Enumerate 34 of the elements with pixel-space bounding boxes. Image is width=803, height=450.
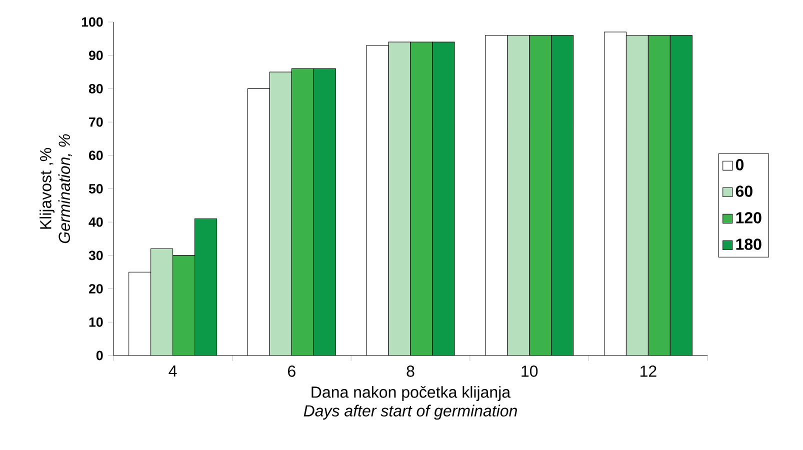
y-tick-label: 60 xyxy=(88,150,103,160)
y-tick-label: 10 xyxy=(89,318,103,328)
bar xyxy=(551,36,574,356)
x-axis-title: Dana nakon početka klijanja xyxy=(312,386,511,402)
bar xyxy=(529,36,552,356)
bar xyxy=(432,42,454,356)
y-tick-label: 20 xyxy=(88,284,103,294)
legend-label: 120 xyxy=(736,212,762,224)
bar xyxy=(670,35,692,356)
x-tick-label: 12 xyxy=(640,366,656,377)
text: Germination, % xyxy=(58,134,72,244)
x-tick-label: 4 xyxy=(168,366,177,377)
y-tick-label: 0 xyxy=(96,350,103,360)
bar xyxy=(648,35,670,356)
legend-label: 0 xyxy=(736,159,744,171)
y-tick-label: 90 xyxy=(88,50,103,60)
y-axis-title: Klijavost ,% xyxy=(40,148,55,230)
text: Days after start of germination xyxy=(304,404,517,420)
bar xyxy=(410,42,432,356)
x-tick-label: 6 xyxy=(288,366,296,378)
bar xyxy=(292,68,314,356)
y-tick-label: 80 xyxy=(88,84,103,94)
y-tick-label: 30 xyxy=(88,250,103,260)
y-tick-label: 70 xyxy=(89,118,103,127)
legend-label: 180 xyxy=(736,238,762,250)
bar xyxy=(172,256,195,356)
bar xyxy=(194,218,217,356)
y-tick-label: 50 xyxy=(88,184,103,194)
x-tick-label: 10 xyxy=(522,366,538,378)
legend-label: 60 xyxy=(736,186,752,198)
x-tick-label: 8 xyxy=(406,366,414,378)
y-tick-label: 100 xyxy=(82,18,103,27)
y-tick-label: 40 xyxy=(88,218,103,228)
bar xyxy=(314,68,336,356)
